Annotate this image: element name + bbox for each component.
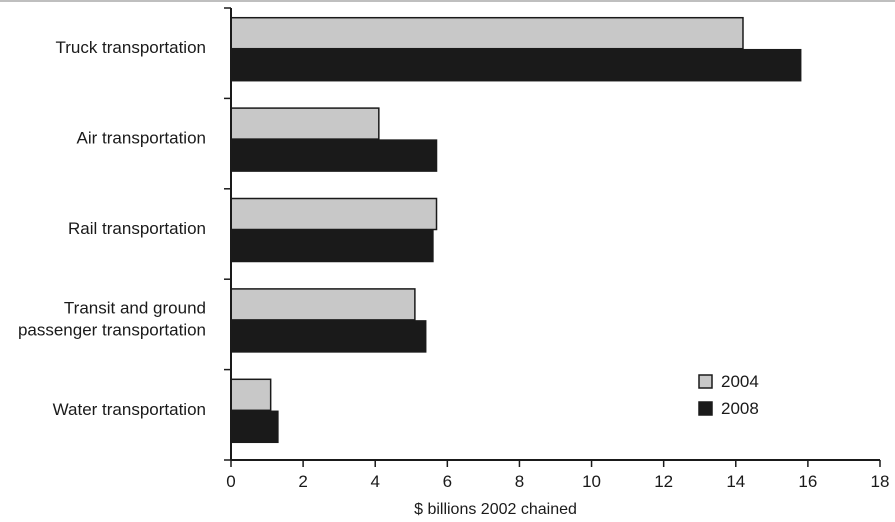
x-tick-label-16: 16 [798,472,817,491]
bar-2008-0 [230,48,802,82]
x-tick-label-6: 6 [443,472,452,491]
category-label-line: Transit and ground [64,298,206,317]
legend-swatch-2008 [698,401,713,416]
bar-2004-4 [230,378,272,412]
bar-2004-0 [230,16,744,50]
bar-2004-1 [230,107,380,140]
x-axis-title: $ billions 2002 chained [414,501,577,518]
category-label-line: Truck transportation [55,38,206,57]
legend-label-2004: 2004 [721,372,759,391]
x-tick-label-8: 8 [515,472,524,491]
bar-2004-3 [230,288,416,321]
bar-2008-4 [230,410,279,444]
category-label-line: passenger transportation [18,320,206,339]
x-tick-label-0: 0 [226,472,235,491]
category-label-2: Rail transportation [68,219,206,238]
x-tick-label-2: 2 [298,472,307,491]
category-label-3: Transit and ground passenger transportati… [18,298,206,339]
x-tick-label-14: 14 [726,472,745,491]
x-tick-label-12: 12 [654,472,673,491]
legend-label-2008: 2008 [721,399,759,418]
category-label-line: Air transportation [77,129,206,148]
x-tick-label-18: 18 [871,472,890,491]
legend-swatch-2004 [698,374,713,389]
category-label-1: Air transportation [77,129,206,148]
x-tick-label-10: 10 [582,472,601,491]
bar-2008-1 [230,139,438,172]
category-label-line: Rail transportation [68,219,206,238]
category-label-4: Water transportation [53,400,206,419]
bar-2004-2 [230,197,438,231]
bar-2008-2 [230,229,434,263]
category-label-line: Water transportation [53,400,206,419]
bar-2008-3 [230,320,427,353]
x-tick-label-4: 4 [370,472,379,491]
top-rule [0,0,895,2]
category-label-0: Truck transportation [55,38,206,57]
